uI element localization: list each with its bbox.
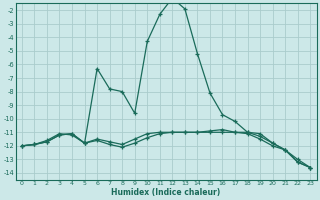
X-axis label: Humidex (Indice chaleur): Humidex (Indice chaleur)	[111, 188, 221, 197]
